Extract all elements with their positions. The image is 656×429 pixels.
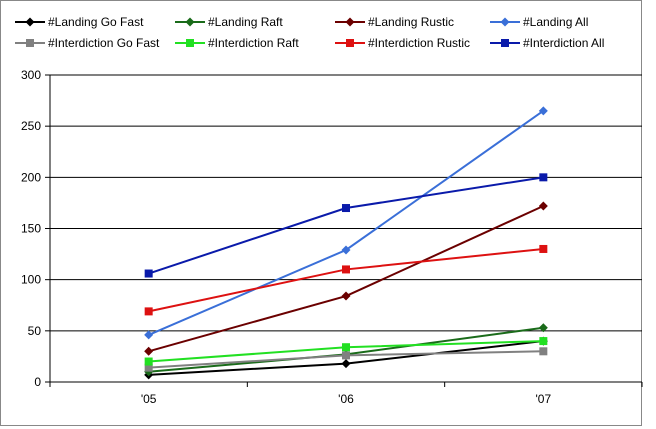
legend-entry: #Interdiction All <box>490 36 604 50</box>
data-point <box>144 346 154 356</box>
y-tick-label: 300 <box>21 68 41 82</box>
legend-label: #Landing All <box>523 15 588 29</box>
data-point <box>538 106 548 116</box>
data-point <box>342 343 350 352</box>
y-tick-label: 150 <box>21 222 41 236</box>
legend-label: #Landing Raft <box>208 15 283 29</box>
legend-label: #Landing Rustic <box>368 15 454 29</box>
y-tick-label: 250 <box>21 119 41 133</box>
data-point <box>341 245 351 255</box>
legend-marker <box>345 17 355 27</box>
y-tick-label: 100 <box>21 273 41 287</box>
legend-entry: #Interdiction Rustic <box>335 36 470 50</box>
data-point <box>144 357 153 366</box>
data-point <box>538 323 548 333</box>
data-point <box>539 337 548 346</box>
series-6 <box>144 244 548 316</box>
legend-label: #Interdiction All <box>523 36 604 50</box>
data-point <box>342 351 350 360</box>
legend-marker <box>500 17 510 27</box>
legend-entry: #Interdiction Raft <box>175 36 299 50</box>
legend-entry: #Landing Go Fast <box>15 15 144 29</box>
series-3 <box>144 106 548 340</box>
series-5 <box>144 337 548 366</box>
data-point <box>341 359 351 369</box>
legend-marker <box>25 17 35 27</box>
x-tick-label: '07 <box>536 392 552 406</box>
data-point <box>342 204 350 213</box>
axes: 0 50 100 150 200 250 300 '05 '06 '07 <box>21 68 643 406</box>
legend-label: #Interdiction Go Fast <box>48 36 160 50</box>
data-point <box>538 201 548 211</box>
legend-marker <box>185 17 195 27</box>
y-tick-label: 200 <box>21 170 41 184</box>
legend-marker <box>501 39 509 47</box>
data-point <box>341 291 351 301</box>
legend: #Landing Go Fast #Landing Raft #Landing Ru… <box>15 15 604 50</box>
x-tick-label: '06 <box>338 392 354 406</box>
legend-marker <box>346 39 354 47</box>
data-point <box>144 330 154 340</box>
y-tick-label: 50 <box>28 324 42 338</box>
data-point <box>144 307 153 316</box>
series-4 <box>144 347 548 372</box>
legend-entry: #Interdiction Go Fast <box>15 36 160 50</box>
chart-frame <box>0 0 642 426</box>
legend-label: #Interdiction Raft <box>208 36 299 50</box>
y-tick-label: 0 <box>34 375 41 389</box>
legend-marker <box>186 39 194 47</box>
legend-label: #Interdiction Rustic <box>368 36 470 50</box>
data-point <box>539 173 548 182</box>
series-7 <box>144 173 548 278</box>
legend-label: #Landing Go Fast <box>48 15 144 29</box>
data-point <box>539 244 548 253</box>
legend-entry: #Landing Rustic <box>335 15 454 29</box>
data-point <box>144 269 153 278</box>
legend-marker <box>26 39 34 47</box>
x-tick-label: '05 <box>141 392 157 406</box>
legend-entry: #Landing All <box>490 15 588 29</box>
data-point <box>342 265 350 274</box>
legend-entry: #Landing Raft <box>175 15 283 29</box>
data-point <box>144 363 153 372</box>
series-group <box>144 106 548 380</box>
data-point <box>539 347 548 356</box>
series-2 <box>144 201 548 356</box>
